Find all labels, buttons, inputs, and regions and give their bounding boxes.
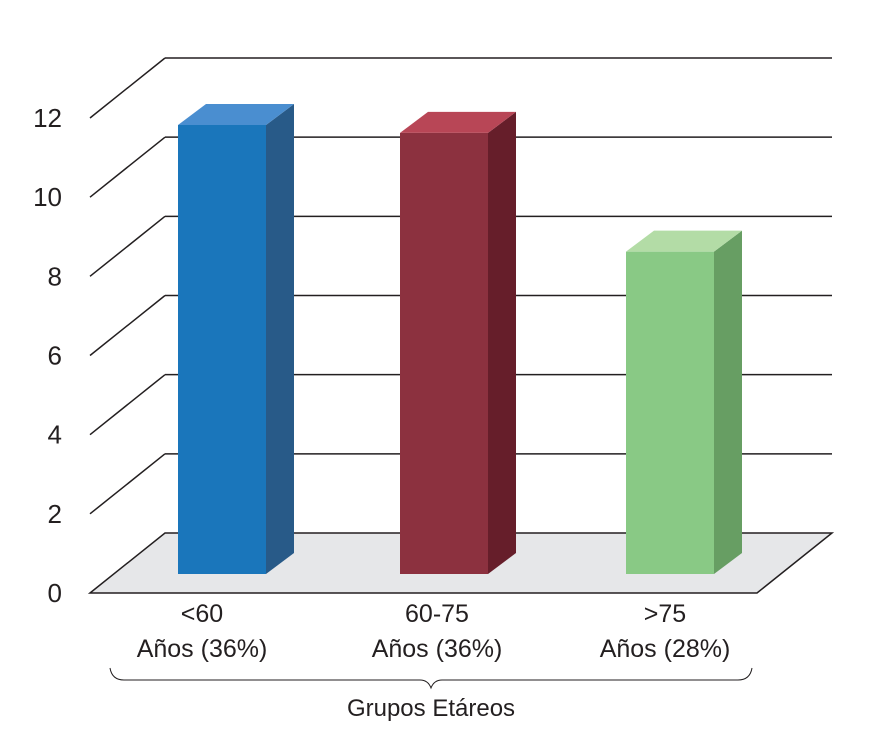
y-tick-label: 10 — [33, 182, 62, 212]
y-axis-ticks: 0 2 4 6 8 10 12 — [33, 103, 62, 608]
bar-top — [178, 104, 294, 125]
bars — [178, 104, 742, 575]
y-tick-label: 12 — [33, 103, 62, 133]
x-axis-group-brace — [109, 667, 753, 690]
bar-front — [400, 132, 488, 574]
x-category-label: >75 Años (28%) — [600, 600, 731, 663]
x-category-label: <60 Años (36%) — [137, 600, 268, 663]
x-axis-title: Grupos Etáreos — [347, 695, 515, 722]
bar — [400, 111, 516, 575]
bar-top — [626, 230, 742, 252]
bar-side — [714, 230, 742, 574]
x-category-label: 60-75 Años (36%) — [372, 600, 503, 663]
bar-side — [488, 111, 516, 575]
bar-front — [626, 251, 714, 574]
y-tick-label: 8 — [48, 261, 62, 291]
bar — [178, 104, 294, 574]
bar-front — [178, 125, 266, 574]
bar — [626, 230, 742, 574]
y-tick-label: 4 — [48, 420, 62, 450]
y-tick-label: 0 — [48, 578, 62, 608]
bar-top — [400, 111, 516, 133]
x-axis-category-labels: <60 Años (36%) 60-75 Años (36%) >75 Años (28%… — [137, 600, 731, 663]
y-tick-label: 2 — [48, 499, 62, 529]
bar-side — [266, 104, 294, 574]
y-tick-label: 6 — [48, 341, 62, 371]
gridline — [89, 57, 832, 119]
